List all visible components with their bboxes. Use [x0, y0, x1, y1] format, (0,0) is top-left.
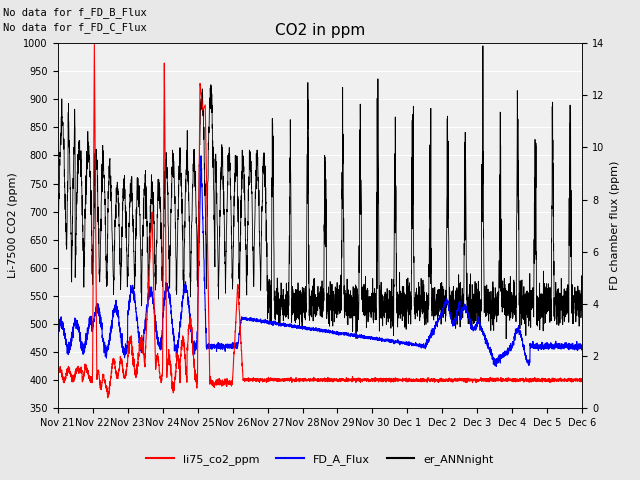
Legend: li75_co2_ppm, FD_A_Flux, er_ANNnight: li75_co2_ppm, FD_A_Flux, er_ANNnight: [142, 450, 498, 469]
Y-axis label: Li-7500 CO2 (ppm): Li-7500 CO2 (ppm): [8, 173, 18, 278]
Title: CO2 in ppm: CO2 in ppm: [275, 23, 365, 38]
Text: No data for f_FD_C_Flux: No data for f_FD_C_Flux: [3, 22, 147, 33]
Text: BC_flux: BC_flux: [0, 479, 1, 480]
Text: No data for f_FD_B_Flux: No data for f_FD_B_Flux: [3, 7, 147, 18]
Y-axis label: FD chamber flux (ppm): FD chamber flux (ppm): [610, 161, 620, 290]
